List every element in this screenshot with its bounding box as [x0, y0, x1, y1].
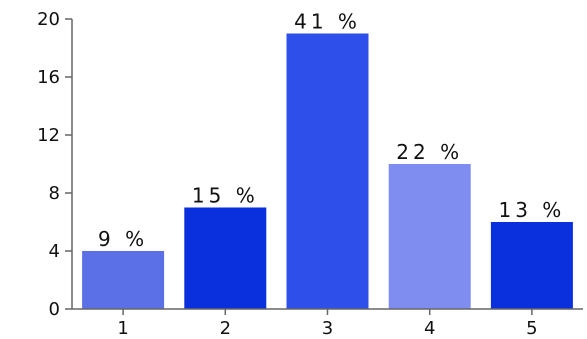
bar-3 [286, 33, 369, 309]
y-tick-label: 16 [37, 67, 60, 88]
bar-5 [490, 222, 573, 309]
y-tick-label: 20 [37, 9, 60, 30]
data-label: 13 % [498, 198, 565, 222]
y-tick-label: 0 [49, 299, 60, 320]
bar-4 [388, 164, 471, 309]
x-tick-label: 1 [117, 318, 128, 339]
y-tick-label: 4 [49, 241, 60, 262]
x-tick-label: 2 [220, 318, 231, 339]
data-label: 41 % [294, 10, 361, 34]
y-tick-label: 8 [49, 183, 60, 204]
x-tick-label: 5 [526, 318, 537, 339]
x-tick-label: 4 [424, 318, 435, 339]
data-label: 15 % [192, 184, 259, 208]
data-label: 22 % [396, 140, 463, 164]
bar-2 [184, 207, 267, 309]
bar-1 [82, 251, 165, 309]
x-tick-label: 3 [322, 318, 333, 339]
y-tick-label: 12 [37, 125, 60, 146]
data-label: 9 % [98, 227, 148, 251]
